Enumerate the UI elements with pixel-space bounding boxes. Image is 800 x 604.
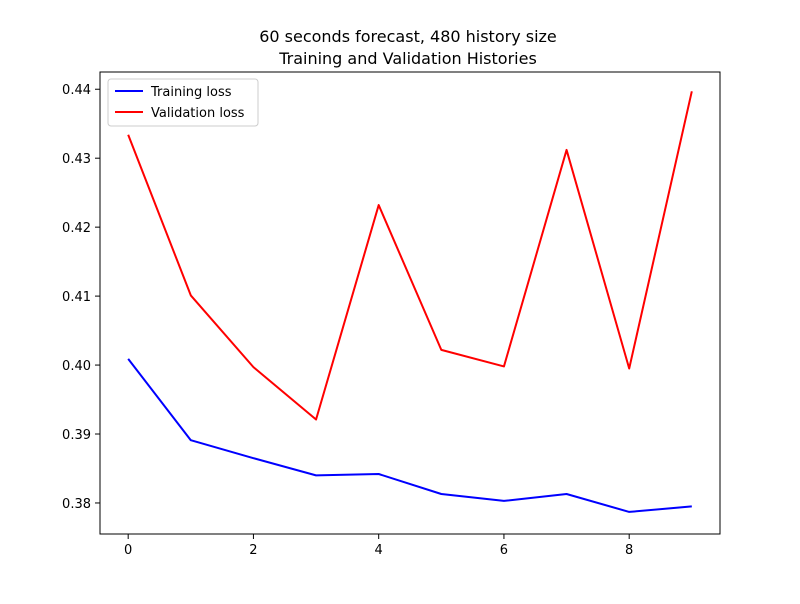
y-tick-label: 0.38 <box>62 497 91 512</box>
y-tick-label: 0.39 <box>62 428 91 443</box>
x-tick-label: 8 <box>625 543 633 558</box>
legend-label-training-loss: Training loss <box>150 85 232 100</box>
x-tick-label: 6 <box>500 543 508 558</box>
series-line-training-loss <box>127 358 692 513</box>
x-tick-label: 0 <box>124 543 132 558</box>
y-tick-label: 0.42 <box>62 221 91 236</box>
series-line-validation-loss <box>127 91 693 421</box>
legend-box <box>107 78 259 127</box>
chart-title: 60 seconds forecast, 480 history size <box>259 27 557 46</box>
legend-label-validation-loss: Validation loss <box>151 106 245 121</box>
x-tick-label: 4 <box>375 543 383 558</box>
x-tick-label: 2 <box>249 543 257 558</box>
y-tick-label: 0.43 <box>62 152 91 167</box>
y-tick-label: 0.44 <box>62 83 91 98</box>
plot-frame <box>99 71 721 535</box>
y-tick-label: 0.41 <box>62 290 91 305</box>
chart-subtitle: Training and Validation Histories <box>278 49 537 68</box>
y-tick-label: 0.40 <box>62 359 91 374</box>
